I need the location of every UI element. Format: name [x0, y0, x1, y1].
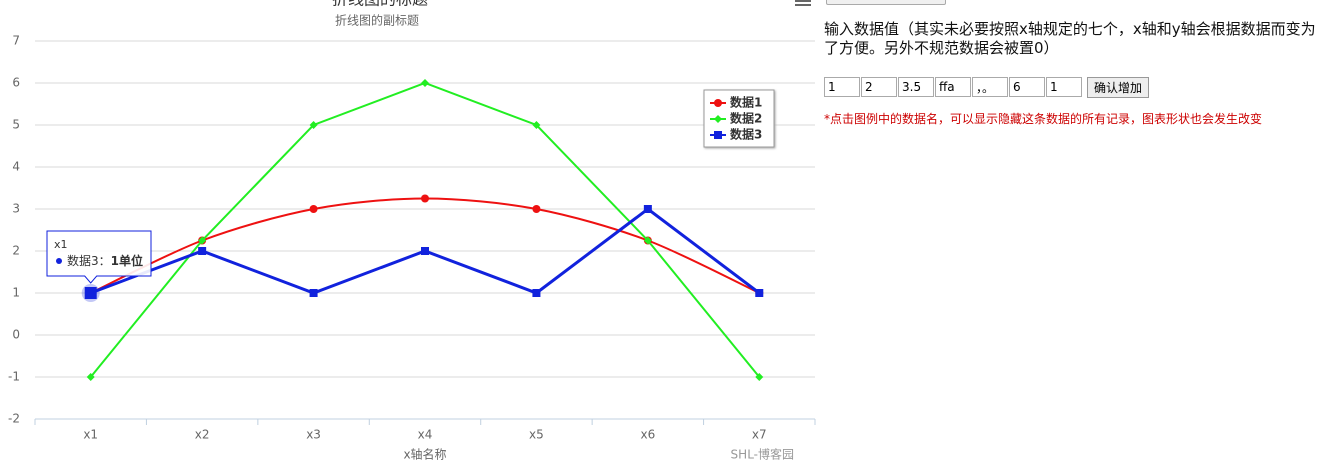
- chart-subtitle: 折线图的副标题: [335, 13, 419, 28]
- y-tick-label: 6: [12, 76, 20, 90]
- tooltip-part: 单位: [119, 253, 143, 268]
- tooltip-part: 1: [111, 254, 119, 268]
- chart-title: 折线图的标题: [332, 0, 428, 9]
- y-tick-label: -2: [8, 412, 20, 426]
- point: [198, 247, 207, 255]
- y-tick-label: 7: [12, 34, 20, 48]
- data-input[interactable]: [935, 77, 971, 97]
- point: [643, 236, 652, 245]
- point: [86, 373, 95, 381]
- y-tick-label: -1: [8, 370, 20, 384]
- legend-symbol: [714, 131, 722, 139]
- data-input[interactable]: [972, 77, 1008, 97]
- menu-bar: [795, 4, 811, 6]
- credits: SHL-博客园: [731, 447, 794, 462]
- data-input[interactable]: [861, 77, 897, 97]
- menu-bar: [795, 0, 811, 2]
- y-tick-label: 1: [12, 286, 20, 300]
- point: [309, 289, 318, 297]
- x-axis-label: x轴名称: [403, 447, 446, 462]
- legend-item[interactable]: 数据3: [730, 127, 762, 142]
- hover-point: [84, 287, 97, 299]
- series-line: [90, 197, 760, 294]
- add-button[interactable]: 确认增加: [1087, 77, 1150, 98]
- point: [421, 194, 429, 203]
- point: [309, 205, 318, 213]
- point: [755, 289, 764, 297]
- data-input[interactable]: [1009, 77, 1045, 97]
- intro-text: 输入数据值（其实未必要按照x轴规定的七个，x轴和y轴会根据数据而变为了方便。另外…: [824, 20, 1316, 57]
- x-tick-label: x2: [195, 428, 210, 442]
- y-tick-label: 3: [12, 202, 20, 216]
- point: [421, 79, 429, 87]
- data-input[interactable]: [824, 77, 860, 97]
- x-tick-label: x1: [83, 428, 98, 442]
- y-tick-label: 5: [12, 118, 20, 132]
- legend-symbol: [714, 99, 722, 107]
- point: [421, 247, 429, 255]
- y-tick-label: 2: [12, 244, 20, 258]
- data-input[interactable]: [1046, 77, 1082, 97]
- point: [532, 289, 541, 297]
- y-tick-label: 4: [12, 160, 20, 174]
- point: [643, 205, 652, 213]
- data-input[interactable]: [898, 77, 934, 97]
- point: [532, 205, 541, 213]
- tooltip-box: [46, 230, 152, 284]
- button[interactable]: [826, 0, 946, 5]
- point: [755, 373, 764, 381]
- tooltip-header: x1: [54, 238, 68, 251]
- tooltip: x1 数据3：1单位: [46, 230, 152, 284]
- tooltip-part: 数据3: [67, 253, 99, 268]
- x-tick-label: x6: [640, 428, 655, 442]
- point: [198, 236, 207, 245]
- series-line: [89, 81, 761, 378]
- x-tick-label: x4: [418, 428, 433, 442]
- legend-symbol: [714, 115, 722, 123]
- note: *点击图例中的数据名，可以显示隐藏这条数据的所有记录，图表形状也会发生改变: [824, 112, 1263, 126]
- legend-item[interactable]: 数据1: [730, 95, 762, 110]
- point: [532, 121, 541, 129]
- y-tick-label: 0: [12, 328, 20, 342]
- input-row: 确认增加: [824, 77, 1150, 98]
- chart: 折线图的标题 折线图的副标题 x轴名称 SHL-博客园 -2 -1 0 1 2 3 4 5 6 7…: [8, 0, 816, 462]
- x-tick-label: x5: [529, 428, 544, 442]
- menu-icon[interactable]: [795, 0, 811, 6]
- tooltip-dot: [56, 258, 62, 264]
- point: [309, 121, 318, 129]
- x-tick-label: x3: [306, 428, 321, 442]
- legend-item[interactable]: 数据2: [730, 111, 762, 126]
- x-tick-label: x7: [752, 428, 767, 442]
- tooltip-body: 数据3：1单位: [67, 253, 143, 268]
